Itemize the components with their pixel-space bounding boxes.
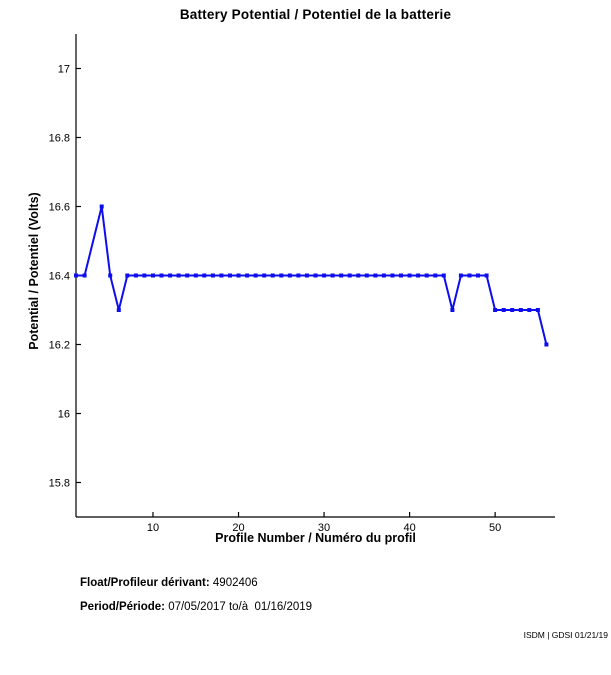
x-tick-label: 40 bbox=[403, 522, 415, 534]
data-point-marker bbox=[159, 273, 164, 278]
data-point-marker bbox=[535, 308, 540, 312]
data-point-marker bbox=[210, 273, 215, 278]
y-tick-label: 17 bbox=[58, 64, 70, 76]
data-point-marker bbox=[116, 308, 121, 312]
data-point-marker bbox=[287, 273, 292, 278]
data-point-marker bbox=[142, 273, 147, 278]
data-point-marker bbox=[133, 273, 138, 278]
data-point-marker bbox=[304, 273, 309, 278]
data-point-marker bbox=[270, 273, 275, 278]
data-point-marker bbox=[381, 273, 386, 278]
y-tick-label: 16 bbox=[58, 409, 70, 421]
data-point-marker bbox=[176, 273, 181, 278]
data-point-marker bbox=[253, 273, 258, 278]
data-point-marker bbox=[458, 273, 463, 278]
data-point-marker bbox=[108, 273, 113, 278]
y-tick-label: 16.8 bbox=[49, 133, 70, 145]
data-point-marker bbox=[219, 273, 224, 278]
data-point-marker bbox=[484, 273, 489, 278]
data-point-marker bbox=[476, 273, 480, 278]
data-point-marker bbox=[467, 273, 472, 278]
data-point-marker bbox=[330, 273, 335, 278]
data-point-marker bbox=[262, 273, 267, 278]
data-point-marker bbox=[544, 342, 549, 347]
y-tick-label: 15.8 bbox=[49, 478, 70, 490]
y-tick-label: 16.6 bbox=[49, 202, 70, 214]
x-axis-label: Profile Number / Numéro du profil bbox=[215, 531, 416, 545]
watermark-text: ISDM | GDSI 01/21/19 bbox=[523, 630, 608, 640]
float-id-label: Float/Profileur dérivant: bbox=[80, 577, 210, 589]
y-tick-label: 16.4 bbox=[49, 271, 70, 283]
data-point-marker bbox=[168, 273, 173, 278]
footer-period-line: Period/Période: 07/05/2017 to/à 01/16/20… bbox=[80, 601, 312, 613]
x-tick-label: 50 bbox=[489, 522, 501, 534]
data-point-marker bbox=[296, 273, 301, 278]
float-id-value: 4902406 bbox=[209, 577, 258, 589]
y-axis-label: Potential / Potentiel (Volts) bbox=[27, 192, 41, 350]
data-point-marker bbox=[510, 308, 515, 312]
data-point-marker bbox=[82, 273, 87, 278]
data-point-marker bbox=[185, 273, 190, 278]
data-point-marker bbox=[125, 273, 130, 278]
data-point-marker bbox=[424, 273, 429, 278]
data-point-marker bbox=[518, 308, 523, 312]
data-point-marker bbox=[416, 273, 421, 278]
footer-float-line: Float/Profileur dérivant: 4902406 bbox=[80, 577, 258, 589]
data-point-marker bbox=[99, 204, 104, 209]
data-point-marker bbox=[390, 273, 395, 278]
data-point-marker bbox=[364, 273, 369, 278]
data-point-marker bbox=[151, 273, 155, 278]
data-point-marker bbox=[501, 308, 506, 312]
data-point-marker bbox=[339, 273, 344, 278]
data-point-marker bbox=[74, 273, 78, 278]
data-point-marker bbox=[245, 273, 250, 278]
data-point-marker bbox=[441, 273, 446, 278]
y-tick-label: 16.2 bbox=[49, 340, 70, 352]
data-point-marker bbox=[279, 273, 284, 278]
data-point-marker bbox=[399, 273, 403, 278]
data-point-marker bbox=[202, 273, 207, 278]
data-point-marker bbox=[433, 273, 438, 278]
data-point-marker bbox=[527, 308, 532, 312]
data-point-marker bbox=[193, 273, 198, 278]
data-point-marker bbox=[322, 273, 327, 278]
data-point-marker bbox=[450, 308, 455, 312]
data-point-marker bbox=[356, 273, 361, 278]
x-tick-label: 20 bbox=[232, 522, 244, 534]
data-point-marker bbox=[313, 273, 318, 278]
x-tick-label: 30 bbox=[318, 522, 330, 534]
data-line bbox=[76, 206, 548, 345]
data-point-marker bbox=[236, 273, 241, 278]
data-point-marker bbox=[493, 308, 498, 312]
data-point-marker bbox=[228, 273, 232, 278]
data-point-marker bbox=[347, 273, 352, 278]
chart-title: Battery Potential / Potentiel de la batt… bbox=[179, 7, 452, 22]
period-label: Period/Période: bbox=[80, 601, 165, 613]
period-value: 07/05/2017 to/à 01/16/2019 bbox=[165, 601, 313, 613]
data-point-marker bbox=[407, 273, 412, 278]
x-tick-label: 10 bbox=[147, 522, 159, 534]
data-point-marker bbox=[373, 273, 378, 278]
